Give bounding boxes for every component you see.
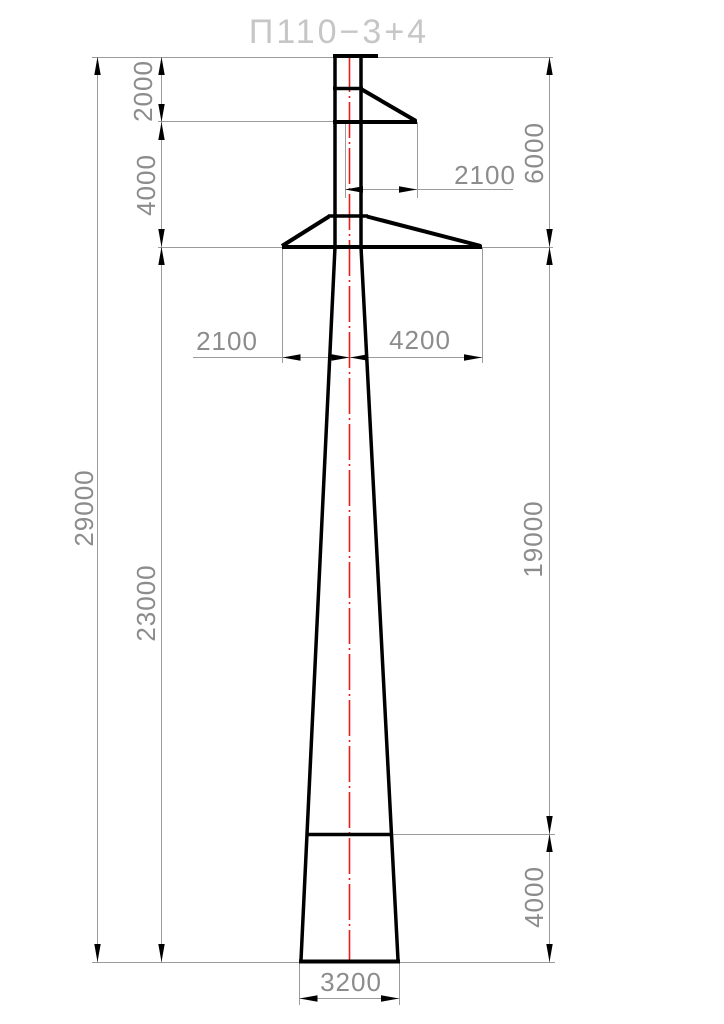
arrow-23000-top [158,247,165,265]
arrow-4200-right [464,354,482,361]
arrow-4200-left [350,354,368,361]
dim-label-6000: 6000 [519,122,549,184]
dim-label-4200: 4200 [389,325,451,355]
arrow-29000-bottom [94,944,101,962]
lower-crossarm-left-diagonal [280,214,331,248]
arrow-3200-right [381,995,399,1002]
arrow-19000-bottom [546,816,553,834]
dim-label-4000-left: 4000 [131,154,161,216]
dimension-arrows [94,57,553,1002]
arrow-2100mid-left [282,354,301,361]
drawing-title: П110−3+4 [249,13,429,51]
tower-left-edge [299,57,337,961]
dim-label-29000: 29000 [69,469,99,546]
head-diagonal-brace [359,87,418,123]
dim-label-23000: 23000 [131,564,161,641]
tower-right-edge [359,57,400,961]
arrow-2000-bottom [158,104,165,122]
dim-label-19000: 19000 [518,500,548,577]
arrow-2100top-left [345,186,363,193]
dimension-lines [97,57,550,999]
arrow-2100mid-right [331,354,350,361]
arrow-23000-bottom [158,944,165,962]
arrow-6000-top [546,57,553,75]
arrow-19000-top [546,247,553,265]
arrow-4000r-top [546,834,553,852]
dim-label-2100-mid: 2100 [196,326,258,356]
arrow-3200-left [299,995,318,1002]
arrow-6000-bottom [546,229,553,247]
tower-body [280,54,482,964]
dim-label-2100-top: 2100 [454,160,516,190]
arrow-4000r-bottom [546,944,553,962]
dim-label-4000-right: 4000 [519,866,549,928]
arrow-2100top-right [399,186,417,193]
arrow-4000l-top [158,122,165,140]
arrow-29000-top [94,57,101,75]
dim-label-2000: 2000 [128,60,158,122]
lower-crossarm-right-diagonal [366,214,482,248]
dim-label-3200: 3200 [320,967,382,997]
arrow-2000-top [158,57,165,75]
arrow-4000l-bottom [158,229,165,247]
